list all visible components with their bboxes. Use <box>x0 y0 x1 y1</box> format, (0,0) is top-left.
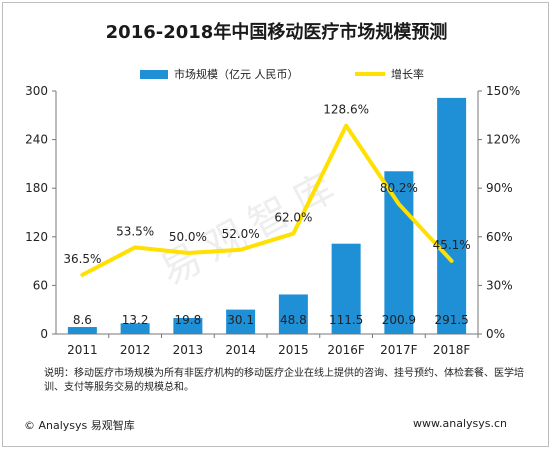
legend-item-market-size: 市场规模（亿元 人民币） <box>140 66 299 82</box>
line-value-label: 53.5% <box>116 224 154 238</box>
bar <box>437 97 467 334</box>
y-right-tick-label: 30% <box>486 278 513 292</box>
legend-bar-swatch <box>140 69 168 79</box>
legend-item-growth-rate: 增长率 <box>355 66 424 82</box>
footer-source: © Analysys 易观智库 <box>24 419 135 432</box>
y-left-tick-label: 60 <box>33 278 48 292</box>
line-value-label: 128.6% <box>323 103 369 117</box>
bar <box>331 243 361 334</box>
y-left-tick-label: 0 <box>40 327 48 341</box>
x-tick-label: 2012 <box>120 343 151 357</box>
bar-value-label: 30.1 <box>227 313 254 327</box>
legend-bar-label: 市场规模（亿元 人民币） <box>174 68 299 81</box>
y-left-tick-label: 120 <box>25 230 48 244</box>
bar <box>67 327 97 334</box>
bar-value-label: 291.5 <box>434 313 468 327</box>
bar-value-label: 200.9 <box>382 313 416 327</box>
line-value-label: 50.0% <box>169 230 207 244</box>
bar-value-label: 8.6 <box>73 313 92 327</box>
x-tick-label: 2013 <box>173 343 204 357</box>
line-value-label: 36.5% <box>63 252 101 266</box>
line-value-label: 62.0% <box>274 211 312 225</box>
chart-frame <box>2 2 549 447</box>
y-right-tick-label: 0% <box>486 327 505 341</box>
y-left-tick-label: 240 <box>25 133 48 147</box>
x-tick-label: 2015 <box>278 343 309 357</box>
footer-url: www.analysys.cn <box>413 417 507 430</box>
y-right-tick-label: 60% <box>486 230 513 244</box>
growth-rate-line <box>80 123 454 277</box>
legend-line-label: 增长率 <box>391 68 424 81</box>
y-left-tick-label: 180 <box>25 181 48 195</box>
bar-value-label: 111.5 <box>329 313 363 327</box>
x-tick-label: 2017F <box>380 343 418 357</box>
x-tick-label: 2014 <box>225 343 256 357</box>
y-right-tick-label: 90% <box>486 181 513 195</box>
line-value-label: 80.2% <box>380 181 418 195</box>
bar-value-label: 19.8 <box>175 313 202 327</box>
y-right-tick-label: 120% <box>486 133 520 147</box>
chart-note: 说明：移动医疗市场规模为所有非医疗机构的移动医疗企业在线上提供的咨询、挂号预约、… <box>44 368 524 393</box>
chart-title: 2016-2018年中国移动医疗市场规模预测 <box>105 22 448 43</box>
bar <box>173 317 203 334</box>
legend: 市场规模（亿元 人民币） 增长率 <box>0 66 553 82</box>
y-left-tick-label: 300 <box>25 84 48 98</box>
legend-line-swatch <box>355 72 385 76</box>
bar <box>384 171 414 334</box>
bar <box>278 294 308 334</box>
bar-value-label: 48.8 <box>280 313 307 327</box>
y-right-tick-label: 150% <box>486 84 520 98</box>
line-value-label: 45.1% <box>433 238 471 252</box>
x-tick-label: 2016F <box>327 343 365 357</box>
x-tick-label: 2018F <box>433 343 471 357</box>
line-value-label: 52.0% <box>222 227 260 241</box>
bar-value-label: 13.2 <box>122 313 149 327</box>
bar <box>120 323 150 334</box>
x-tick-label: 2011 <box>67 343 98 357</box>
bar <box>226 309 256 334</box>
